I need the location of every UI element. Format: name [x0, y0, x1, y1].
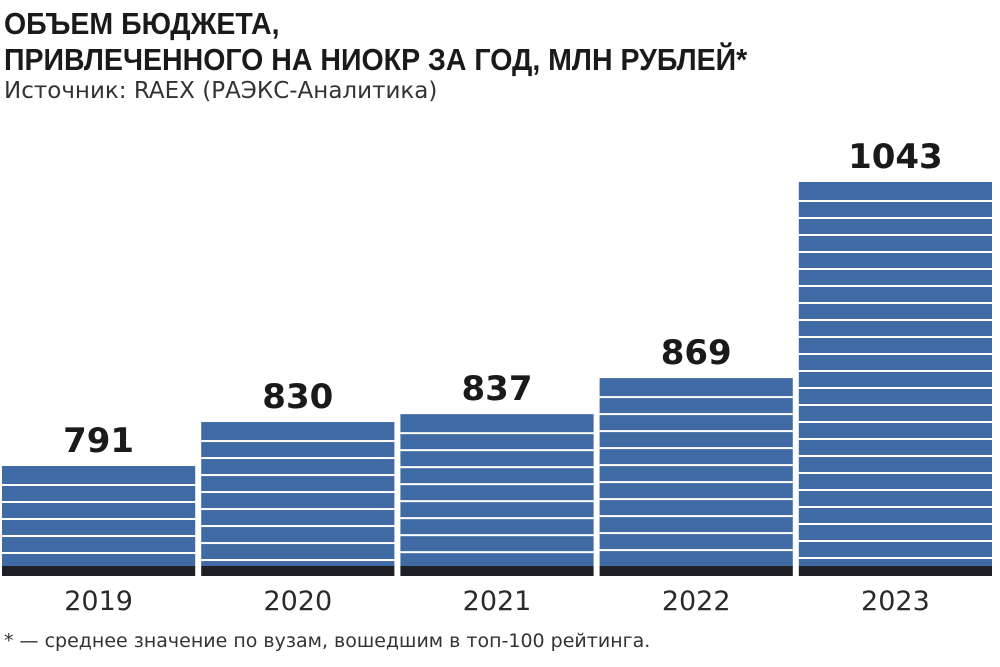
bar-stripe [400, 534, 594, 537]
bar-stripe [201, 457, 395, 460]
bar-stripe [798, 455, 992, 457]
bar-stripe [798, 506, 992, 508]
bar-stripe [798, 319, 992, 321]
bar-stripe [599, 532, 793, 535]
bar-stripe [798, 523, 992, 525]
bar-2023 [798, 182, 992, 566]
bar-stripe [599, 430, 793, 433]
bar-base [599, 566, 793, 576]
bar-2022 [599, 378, 793, 566]
category-label: 2021 [463, 586, 532, 617]
bar-stripe [599, 464, 793, 467]
bar-stripe [798, 540, 992, 542]
bar-stripe [2, 501, 196, 503]
bar-group-2020: 830 2020 [201, 377, 395, 617]
bar-2019 [2, 466, 196, 566]
footnote: * — среднее значение по вузам, вошедшим … [4, 630, 651, 652]
title-line-1: ОБЪЕМ БЮДЖЕТА, [4, 6, 280, 41]
value-label: 837 [462, 369, 533, 409]
value-label: 791 [63, 421, 134, 461]
bar-2021 [400, 414, 594, 566]
bar-stripe [599, 447, 793, 450]
bar-stripe [400, 449, 594, 452]
bar-stripe [798, 268, 992, 270]
bar-stripe [599, 481, 793, 484]
value-label: 1043 [848, 137, 943, 177]
bar-stripe [798, 404, 992, 406]
bar-stripe [599, 396, 793, 399]
bar-stripe [798, 557, 992, 559]
bar-stripe [599, 515, 793, 518]
bar-stripe [2, 518, 196, 520]
bar-stripe [798, 302, 992, 304]
bar-stripe [798, 251, 992, 253]
bar-stripe [400, 517, 594, 520]
bar-stripe [400, 551, 594, 554]
bar-base [400, 566, 594, 576]
bar-stripe [2, 535, 196, 537]
bar-stripe [798, 438, 992, 440]
bar-group-2023: 1043 2023 [798, 137, 992, 617]
bar-stripe [201, 542, 395, 545]
bar-stripe [201, 508, 395, 511]
source-note: Источник: RAEX (РАЭКС-Аналитика) [4, 78, 438, 104]
bar-stripe [798, 421, 992, 423]
bar-stripe [798, 285, 992, 287]
value-label: 830 [262, 377, 333, 417]
bar-stripe [400, 432, 594, 435]
bar-stripe [201, 474, 395, 477]
bar-stripe [201, 491, 395, 494]
bar-group-2019: 791 2019 [2, 421, 196, 617]
bar-stripe [798, 387, 992, 389]
category-label: 2022 [662, 586, 731, 617]
bar-stripe [201, 525, 395, 528]
chart-title: ОБЪЕМ БЮДЖЕТА, ПРИВЛЕЧЕННОГО НА НИОКР ЗА… [4, 6, 887, 78]
bar-stripe [798, 472, 992, 474]
bar-group-2021: 837 2021 [400, 369, 594, 617]
bar-stripe [599, 413, 793, 416]
bar-base [798, 566, 992, 576]
category-label: 2023 [861, 586, 930, 617]
bar-stripe [400, 500, 594, 503]
bar-stripe [2, 484, 196, 486]
bar-stripe [2, 552, 196, 554]
value-label: 869 [661, 333, 732, 373]
bar-stripe [798, 217, 992, 219]
bar-stripe [798, 234, 992, 236]
category-label: 2019 [64, 586, 133, 617]
bar-base [201, 566, 395, 576]
bar-stripe [599, 549, 793, 552]
bar-stripe [798, 353, 992, 355]
bar-stripe [400, 483, 594, 486]
bar-stripe [201, 440, 395, 443]
bar-2020 [201, 422, 395, 566]
bar-stripe [400, 466, 594, 469]
bar-stripe [201, 559, 395, 562]
bar-stripe [599, 498, 793, 501]
title-line-2: ПРИВЛЕЧЕННОГО НА НИОКР ЗА ГОД, МЛН РУБЛЕ… [4, 42, 748, 77]
bar-stripe [798, 370, 992, 372]
bar-stripe [798, 200, 992, 202]
bar-group-2022: 869 2022 [599, 333, 793, 617]
bar-stripe [798, 489, 992, 491]
bar-base [2, 566, 196, 576]
bar-stripe [798, 336, 992, 338]
category-label: 2020 [263, 586, 332, 617]
